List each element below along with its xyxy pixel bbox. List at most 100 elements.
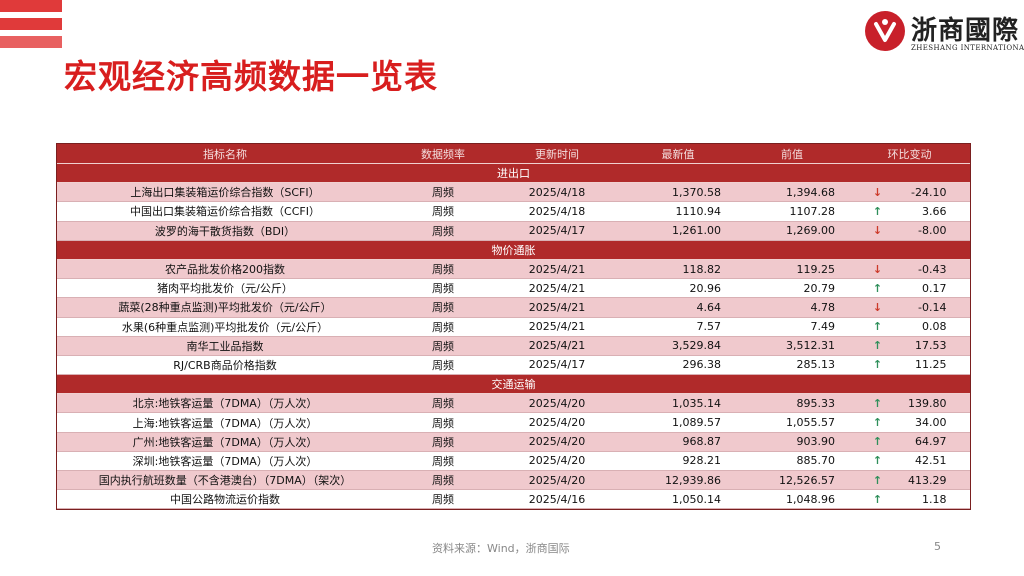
previous-value: 119.25 <box>735 259 849 280</box>
change-value: 64.97 <box>915 435 947 449</box>
change-value: 0.08 <box>922 320 947 334</box>
change-cell: ↓ -0.43 <box>849 259 970 280</box>
latest-value: 20.96 <box>621 278 735 299</box>
arrow-up-icon: ↑ <box>872 473 883 487</box>
previous-value: 4.78 <box>735 297 849 318</box>
latest-value: 296.38 <box>621 355 735 376</box>
header-indicator-name: 指标名称 <box>57 144 393 164</box>
table-row: 上海:地铁客运量（7DMA）（万人次） 周频 2025/4/20 1,089.57 1,… <box>57 412 970 433</box>
table-row: 北京:地铁客运量（7DMA）（万人次） 周频 2025/4/20 1,035.14 89… <box>57 393 970 414</box>
arrow-down-icon: ↓ <box>872 300 883 314</box>
corner-bar-1 <box>0 0 62 12</box>
change-value: 3.66 <box>922 204 947 218</box>
previous-value: 1,269.00 <box>735 221 849 241</box>
latest-value: 1,050.14 <box>621 489 735 510</box>
source-note: 资料来源：Wind，浙商国际 <box>432 542 570 555</box>
frequency: 周频 <box>393 221 493 241</box>
update-time: 2025/4/20 <box>493 432 621 452</box>
indicator-name: 蔬菜(28种重点监测)平均批发价（元/公斤） <box>57 297 393 318</box>
change-value: -8.00 <box>918 224 947 238</box>
latest-value: 1110.94 <box>621 201 735 222</box>
change-cell: ↑ 42.51 <box>849 451 970 472</box>
previous-value: 3,512.31 <box>735 336 849 356</box>
latest-value: 3,529.84 <box>621 336 735 356</box>
latest-value: 1,089.57 <box>621 412 735 433</box>
arrow-up-icon: ↑ <box>872 396 883 410</box>
table-row: 上海出口集装箱运价综合指数（SCFI） 周频 2025/4/18 1,370.58 1,… <box>57 182 970 203</box>
change-cell: ↑ 17.53 <box>849 336 970 356</box>
frequency: 周频 <box>393 412 493 433</box>
arrow-up-icon: ↑ <box>872 416 883 430</box>
change-cell: ↑ 11.25 <box>849 355 970 376</box>
arrow-down-icon: ↓ <box>872 262 883 276</box>
change-cell: ↑ 1.18 <box>849 489 970 510</box>
update-time: 2025/4/16 <box>493 489 621 510</box>
frequency: 周频 <box>393 201 493 222</box>
change-cell: ↓ -24.10 <box>849 182 970 203</box>
indicator-name: 国内执行航班数量（不含港澳台）（7DMA）（架次） <box>57 470 393 491</box>
change-cell: ↑ 0.17 <box>849 278 970 299</box>
previous-value: 1,048.96 <box>735 489 849 510</box>
frequency: 周频 <box>393 182 493 203</box>
arrow-up-icon: ↑ <box>872 492 883 506</box>
frequency: 周频 <box>393 355 493 376</box>
change-cell: ↓ -8.00 <box>849 221 970 241</box>
table-row: 中国出口集装箱运价综合指数（CCFI） 周频 2025/4/18 1110.94 110… <box>57 201 970 222</box>
update-time: 2025/4/18 <box>493 182 621 203</box>
corner-bar-3 <box>0 36 62 48</box>
change-value: 413.29 <box>908 473 947 487</box>
table-row: 蔬菜(28种重点监测)平均批发价（元/公斤） 周频 2025/4/21 4.64 4.7… <box>57 297 970 318</box>
arrow-up-icon: ↑ <box>872 339 883 353</box>
table-row: 水果(6种重点监测)平均批发价（元/公斤） 周频 2025/4/21 7.57 7.49… <box>57 317 970 337</box>
frequency: 周频 <box>393 470 493 491</box>
header-frequency: 数据频率 <box>393 144 493 164</box>
indicator-name: 广州:地铁客运量（7DMA）（万人次） <box>57 432 393 452</box>
frequency: 周频 <box>393 278 493 299</box>
change-value: -24.10 <box>911 185 947 199</box>
update-time: 2025/4/17 <box>493 221 621 241</box>
latest-value: 1,035.14 <box>621 393 735 414</box>
update-time: 2025/4/18 <box>493 201 621 222</box>
previous-value: 895.33 <box>735 393 849 414</box>
latest-value: 7.57 <box>621 317 735 337</box>
update-time: 2025/4/20 <box>493 470 621 491</box>
change-cell: ↑ 3.66 <box>849 201 970 222</box>
change-value: -0.43 <box>918 262 947 276</box>
previous-value: 1,055.57 <box>735 412 849 433</box>
section-title: 物价通胀 <box>57 239 970 260</box>
indicator-name: 中国出口集装箱运价综合指数（CCFI） <box>57 201 393 222</box>
update-time: 2025/4/21 <box>493 259 621 280</box>
frequency: 周频 <box>393 336 493 356</box>
frequency: 周频 <box>393 259 493 280</box>
table-row: 深圳:地铁客运量（7DMA）（万人次） 周频 2025/4/20 928.21 885.… <box>57 451 970 472</box>
indicator-name: 南华工业品指数 <box>57 336 393 356</box>
change-value: 1.18 <box>922 492 947 506</box>
frequency: 周频 <box>393 451 493 472</box>
latest-value: 1,370.58 <box>621 182 735 203</box>
arrow-down-icon: ↓ <box>872 185 883 199</box>
header-latest-value: 最新值 <box>621 144 735 164</box>
company-logo: 浙商國際 ZHESHANG INTERNATIONAL <box>864 8 1024 58</box>
latest-value: 968.87 <box>621 432 735 452</box>
previous-value: 885.70 <box>735 451 849 472</box>
section-title: 进出口 <box>57 162 970 184</box>
previous-value: 903.90 <box>735 432 849 452</box>
previous-value: 12,526.57 <box>735 470 849 491</box>
table-row: 波罗的海干散货指数（BDI） 周频 2025/4/17 1,261.00 1,269.0… <box>57 221 970 241</box>
update-time: 2025/4/20 <box>493 393 621 414</box>
change-cell: ↑ 413.29 <box>849 470 970 491</box>
arrow-up-icon: ↑ <box>872 454 883 468</box>
change-value: 42.51 <box>915 454 947 468</box>
previous-value: 1,394.68 <box>735 182 849 203</box>
update-time: 2025/4/21 <box>493 278 621 299</box>
section-title: 交通运输 <box>57 374 970 395</box>
change-value: 139.80 <box>908 396 947 410</box>
table-row: 中国公路物流运价指数 周频 2025/4/16 1,050.14 1,048.96 ↑ 1.… <box>57 489 970 510</box>
indicator-name: RJ/CRB商品价格指数 <box>57 355 393 376</box>
logo-mark-icon <box>865 11 905 51</box>
update-time: 2025/4/20 <box>493 412 621 433</box>
header-update-time: 更新时间 <box>493 144 621 164</box>
table-row: RJ/CRB商品价格指数 周频 2025/4/17 296.38 285.13 ↑ 11.2… <box>57 355 970 376</box>
arrow-up-icon: ↑ <box>872 204 883 218</box>
section-row: 物价通胀 <box>57 239 970 260</box>
